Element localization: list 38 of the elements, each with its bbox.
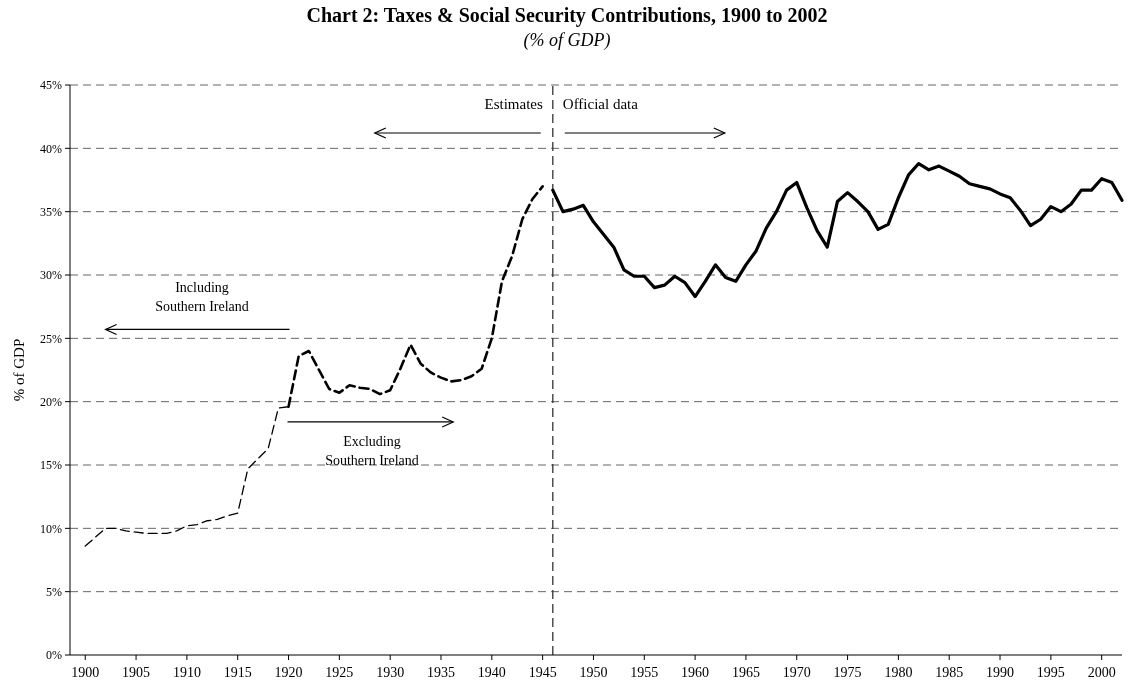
y-tick-label: 40% bbox=[40, 141, 62, 156]
x-tick-label: 1970 bbox=[782, 665, 811, 680]
x-tick-label: 1930 bbox=[376, 665, 405, 680]
x-tick-label: 1960 bbox=[681, 665, 710, 680]
y-tick-label: 5% bbox=[46, 584, 62, 599]
x-tick-label: 1975 bbox=[833, 665, 862, 680]
x-tick-label: 1900 bbox=[71, 665, 100, 680]
x-tick-label: 1990 bbox=[986, 665, 1015, 680]
chart-subtitle: (% of GDP) bbox=[523, 30, 611, 51]
x-tick-label: 1995 bbox=[1036, 665, 1065, 680]
annotation: Estimates bbox=[484, 96, 543, 112]
x-tick-label: 1940 bbox=[477, 665, 506, 680]
x-tick-label: 1980 bbox=[884, 665, 913, 680]
y-tick-label: 25% bbox=[40, 331, 62, 346]
x-tick-label: 1925 bbox=[325, 665, 354, 680]
x-tick-label: 1945 bbox=[528, 665, 557, 680]
x-tick-label: 1915 bbox=[223, 665, 252, 680]
y-tick-label: 35% bbox=[40, 204, 62, 219]
x-tick-label: 1965 bbox=[731, 665, 760, 680]
x-tick-label: 1910 bbox=[172, 665, 201, 680]
x-tick-label: 1920 bbox=[274, 665, 303, 680]
chart-title: Chart 2: Taxes & Social Security Contributions, 1900 to 2002 bbox=[306, 4, 828, 27]
x-tick-label: 2000 bbox=[1087, 665, 1116, 680]
y-tick-label: 30% bbox=[40, 268, 62, 283]
y-tick-label: 15% bbox=[40, 458, 62, 473]
y-axis-title: % of GDP bbox=[11, 338, 27, 402]
y-tick-label: 0% bbox=[46, 648, 62, 663]
x-tick-label: 1905 bbox=[122, 665, 151, 680]
y-tick-label: 20% bbox=[40, 394, 62, 409]
annotation: Official data bbox=[562, 96, 639, 112]
x-tick-label: 1955 bbox=[630, 665, 659, 680]
annotation: Excluding Southern Ireland bbox=[325, 434, 419, 468]
y-tick-label: 10% bbox=[40, 521, 62, 536]
x-tick-label: 1935 bbox=[427, 665, 455, 680]
annotation: Including Southern Ireland bbox=[155, 280, 249, 315]
y-tick-label: 45% bbox=[40, 78, 62, 93]
x-tick-label: 1950 bbox=[579, 665, 608, 680]
x-tick-label: 1985 bbox=[935, 665, 964, 680]
